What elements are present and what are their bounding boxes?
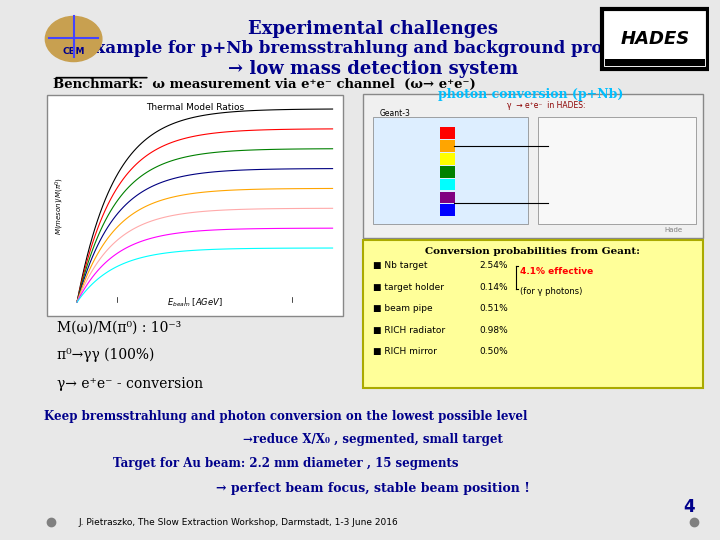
Text: M(ω)/M(π⁰) : 10⁻³: M(ω)/M(π⁰) : 10⁻³ [57, 321, 181, 335]
Text: Geant-3: Geant-3 [379, 109, 410, 118]
Text: Benchmark:  ω measurement via e⁺e⁻ channel  (ω→ e⁺e⁻): Benchmark: ω measurement via e⁺e⁻ channe… [53, 78, 476, 91]
FancyBboxPatch shape [363, 240, 703, 388]
Bar [605, 59, 705, 66]
Text: ■ beam pipe: ■ beam pipe [373, 305, 433, 313]
FancyBboxPatch shape [363, 94, 703, 238]
Text: $E_{beam}\ [AGeV]$: $E_{beam}\ [AGeV]$ [167, 296, 222, 309]
Text: 0.14%: 0.14% [480, 283, 508, 292]
FancyBboxPatch shape [373, 117, 528, 224]
Text: π⁰→γγ (100%): π⁰→γγ (100%) [57, 348, 154, 362]
Text: ■ RICH mirror: ■ RICH mirror [373, 347, 437, 356]
Text: (for γ photons): (for γ photons) [520, 287, 582, 296]
Bar [440, 205, 455, 217]
Text: J. Pietraszko, The Slow Extraction Workshop, Darmstadt, 1-3 June 2016: J. Pietraszko, The Slow Extraction Works… [78, 518, 398, 527]
Text: →reduce X/X₀ , segmented, small target: →reduce X/X₀ , segmented, small target [243, 433, 503, 447]
Text: 0.98%: 0.98% [480, 326, 508, 335]
FancyBboxPatch shape [538, 117, 696, 224]
Text: ■ RICH radiator: ■ RICH radiator [373, 326, 445, 335]
FancyBboxPatch shape [47, 96, 343, 316]
Text: ■ target holder: ■ target holder [373, 283, 444, 292]
Text: 0.50%: 0.50% [480, 347, 508, 356]
Text: Target for Au beam: 2.2 mm diameter , 15 segments: Target for Au beam: 2.2 mm diameter , 15… [113, 457, 458, 470]
Text: CBM: CBM [63, 46, 85, 56]
Text: ■ Nb target: ■ Nb target [373, 261, 428, 271]
Text: Keep bremsstrahlung and photon conversion on the lowest possible level: Keep bremsstrahlung and photon conversio… [44, 410, 527, 423]
Text: Hade: Hade [665, 227, 683, 233]
Text: → perfect beam focus, stable beam position !: → perfect beam focus, stable beam positi… [216, 482, 530, 495]
Text: Thermal Model Ratios: Thermal Model Ratios [145, 104, 244, 112]
Bar [440, 153, 455, 165]
Bar [440, 140, 455, 152]
Text: 2.54%: 2.54% [480, 261, 508, 271]
Bar [440, 166, 455, 178]
Text: γ  → e⁺e⁻  in HADES:: γ → e⁺e⁻ in HADES: [508, 102, 586, 110]
Text: γ→ e⁺e⁻ - conversion: γ→ e⁺e⁻ - conversion [57, 377, 203, 392]
FancyBboxPatch shape [602, 9, 708, 69]
Circle shape [45, 16, 102, 62]
Text: 0.51%: 0.51% [480, 305, 508, 313]
Bar [440, 192, 455, 204]
Text: HADES: HADES [620, 30, 689, 48]
Text: example for p+Nb bremsstrahlung and background processes: example for p+Nb bremsstrahlung and back… [84, 40, 661, 57]
Text: 4: 4 [683, 498, 694, 516]
Text: Conversion probabilities from Geant:: Conversion probabilities from Geant: [425, 247, 640, 256]
Bar [440, 179, 455, 191]
Text: 4.1% effective: 4.1% effective [520, 267, 593, 276]
Bar [440, 127, 455, 139]
Text: Experimental challenges: Experimental challenges [248, 20, 498, 38]
Text: → low mass detection system: → low mass detection system [228, 60, 518, 78]
Text: $M(meson)/M(\pi^0)$: $M(meson)/M(\pi^0)$ [54, 177, 66, 234]
Text: photon conversion (p+Nb): photon conversion (p+Nb) [438, 89, 624, 102]
